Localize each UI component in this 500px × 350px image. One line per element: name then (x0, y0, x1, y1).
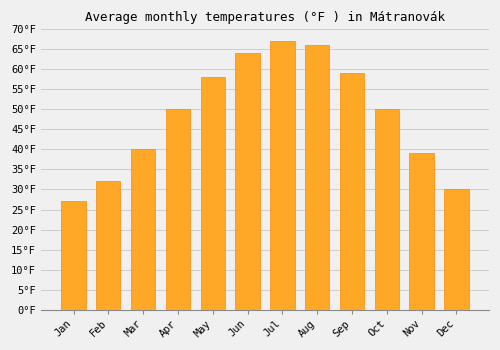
Title: Average monthly temperatures (°F ) in Mátranovák: Average monthly temperatures (°F ) in Má… (85, 11, 445, 24)
Bar (131, 149, 156, 309)
Bar (444, 189, 468, 309)
Bar (270, 41, 294, 309)
Bar (305, 46, 330, 309)
Bar (200, 77, 225, 309)
Bar (166, 110, 190, 309)
Bar (340, 74, 364, 309)
Bar (410, 154, 434, 309)
Bar (374, 110, 399, 309)
Bar (62, 202, 86, 309)
Bar (96, 182, 120, 309)
Bar (236, 54, 260, 309)
